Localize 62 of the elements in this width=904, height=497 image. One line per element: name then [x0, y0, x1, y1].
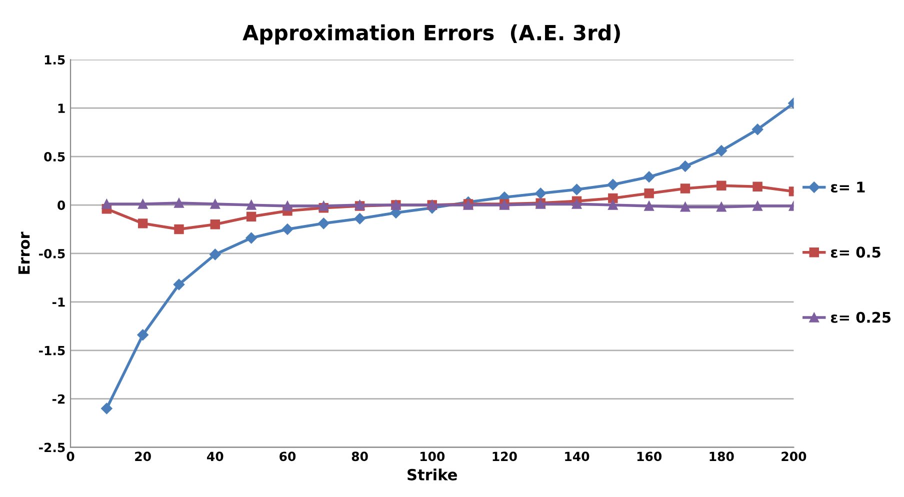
point: [137, 329, 148, 340]
point: [643, 171, 655, 183]
point: [752, 182, 762, 192]
point: [318, 218, 330, 230]
point: [680, 160, 691, 172]
x-tick-label: 160: [637, 452, 662, 462]
point: [173, 278, 185, 290]
point: [174, 198, 184, 208]
point: [101, 402, 112, 414]
y-tick-label: 0: [58, 200, 66, 210]
x-tick-label: 180: [710, 452, 734, 462]
point: [608, 200, 618, 210]
point: [282, 201, 292, 211]
x-tick-label: 60: [280, 452, 296, 462]
point: [210, 199, 220, 209]
legend-label: ε= 0.25: [830, 312, 891, 323]
point: [210, 220, 220, 230]
point: [716, 202, 726, 212]
y-tick-label: 1: [58, 104, 65, 113]
point: [680, 184, 690, 194]
point: [534, 188, 546, 199]
chart-title: Approximation Errors (A.E. 3rd): [242, 24, 620, 45]
y-tick-label: -2: [52, 394, 65, 404]
point: [716, 180, 726, 190]
x-tick-label: 120: [492, 452, 517, 462]
point: [644, 188, 654, 198]
point: [354, 212, 366, 224]
y-tick-label: 0.5: [44, 152, 65, 162]
point: [246, 212, 256, 222]
point: [752, 201, 762, 211]
point: [572, 199, 582, 209]
point: [282, 224, 294, 235]
y-axis-title: Error: [18, 232, 30, 274]
point: [680, 202, 690, 212]
point: [138, 199, 148, 209]
point: [644, 201, 654, 211]
x-tick-label: 100: [420, 452, 445, 462]
y-tick-label: -1: [52, 298, 65, 307]
y-tick-label: -2.5: [39, 442, 65, 452]
x-axis-title: Strike: [408, 468, 457, 480]
point: [138, 218, 148, 228]
y-tick-label: -0.5: [39, 248, 65, 258]
legend-label: ε= 0.5: [830, 246, 880, 258]
point: [174, 224, 184, 234]
x-tick-label: 20: [135, 452, 151, 462]
point: [571, 184, 582, 196]
point: [246, 200, 256, 210]
point: [608, 193, 618, 204]
x-tick-label: 80: [352, 452, 368, 462]
point: [607, 179, 619, 190]
y-tick-label: -1.5: [39, 346, 65, 356]
y-tick-label: 1.5: [44, 55, 65, 65]
x-tick-label: 0: [66, 452, 74, 462]
x-tick-label: 140: [565, 452, 590, 462]
x-tick-label: 200: [782, 452, 806, 462]
point: [716, 145, 727, 156]
point: [102, 199, 112, 209]
point: [752, 124, 764, 136]
x-tick-label: 40: [207, 452, 224, 462]
point: [210, 248, 221, 260]
point: [246, 232, 257, 244]
legend-label: ε= 1: [830, 182, 865, 193]
